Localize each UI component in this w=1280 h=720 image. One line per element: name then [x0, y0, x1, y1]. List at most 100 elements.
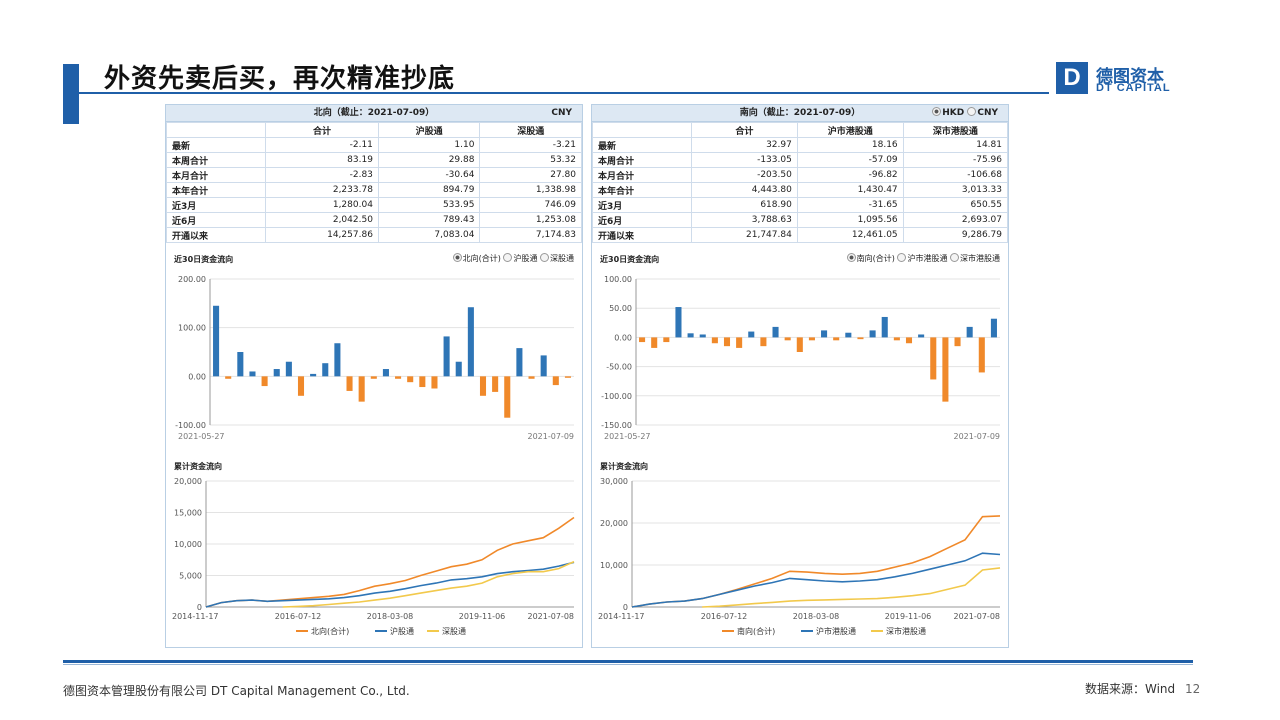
cell: 18.16	[796, 137, 904, 153]
bar	[869, 330, 876, 338]
radio-icon[interactable]	[897, 253, 907, 262]
series-line	[282, 560, 575, 608]
footer-source: 数据来源：Wind 12	[1085, 680, 1200, 697]
row-label: 近6月	[166, 212, 266, 228]
bar	[419, 376, 426, 388]
bar	[285, 361, 292, 377]
cell: 7,083.04	[377, 227, 481, 243]
stats-table: 合计 沪市港股通 深市港股通 最新 32.97 18.16 14.81 本周合计 -13…	[592, 122, 1009, 243]
row-label: 最新	[166, 137, 266, 153]
cell: -75.96	[902, 152, 1009, 168]
radio-icon[interactable]	[950, 253, 959, 262]
column-header: 沪市港股通	[796, 122, 904, 138]
column-header	[166, 122, 266, 138]
bar	[699, 334, 706, 338]
bar	[978, 337, 985, 373]
cell: 2,693.07	[902, 212, 1009, 228]
cum-chart-label: 累计资金流向	[600, 462, 648, 471]
table-header-row: 合计 沪市港股通 深市港股通	[592, 122, 1009, 138]
currency-label: CNY	[551, 108, 572, 118]
radio-icon[interactable]	[932, 107, 942, 116]
series-radio-group[interactable]: 南向(合计) 沪市港股通 深市港股通	[846, 253, 1000, 264]
row-label: 本月合计	[592, 167, 692, 183]
column-header: 深市港股通	[902, 122, 1009, 138]
footer-divider	[63, 660, 1193, 663]
x-tick-label: 2021-05-27	[604, 432, 651, 441]
cell: 27.80	[479, 167, 582, 183]
column-header: 深股通	[479, 122, 582, 138]
cell: 1,095.56	[796, 212, 904, 228]
bar	[249, 371, 256, 377]
bar	[990, 318, 997, 338]
cell: -2.83	[265, 167, 379, 183]
bar	[455, 361, 462, 377]
currency-option[interactable]: HKD	[942, 108, 965, 118]
radio-icon[interactable]	[452, 253, 462, 262]
x-tick-label: 2021-07-08	[528, 612, 575, 621]
bar	[443, 336, 450, 377]
panel-title: 北向（截止：2021-07-09）	[313, 108, 435, 118]
table-row: 近6月 2,042.50 789.43 1,253.08	[166, 212, 582, 228]
y-tick-label: 100.00	[604, 275, 632, 284]
bar	[760, 337, 767, 347]
currency-toggle[interactable]: HKD CNY	[932, 105, 998, 121]
stats-table: 合计 沪股通 深股通 最新 -2.11 1.10 -3.21 本周合计 83.19 29.…	[166, 122, 582, 243]
cell: 650.55	[902, 197, 1009, 213]
radio-icon[interactable]	[540, 253, 549, 262]
title-divider	[79, 92, 1049, 94]
bar	[334, 343, 341, 377]
radio-label[interactable]: 沪市港股通	[907, 254, 948, 263]
series-radio-group[interactable]: 北向(合计) 沪股通 深股通	[452, 253, 574, 264]
bar	[833, 337, 840, 341]
cell: -96.82	[796, 167, 904, 183]
x-tick-label: 2018-03-08	[367, 612, 414, 621]
y-tick-label: 0	[197, 603, 202, 612]
logo-cn-text: 德图资本	[1096, 67, 1164, 87]
cell: -2.11	[265, 137, 379, 153]
bar	[918, 334, 925, 338]
y-tick-label: 0.00	[188, 372, 206, 381]
cell: -57.09	[796, 152, 904, 168]
bar	[273, 369, 280, 377]
cell: 12,461.05	[796, 227, 904, 243]
column-header: 合计	[691, 122, 798, 138]
radio-icon[interactable]	[503, 253, 513, 262]
legend-label: 北向(合计)	[311, 626, 349, 636]
table-header-row: 合计 沪股通 深股通	[166, 122, 582, 138]
radio-label[interactable]: 南向(合计)	[856, 254, 895, 263]
row-label: 开通以来	[592, 227, 692, 243]
bar	[796, 337, 803, 352]
y-tick-label: 0.00	[614, 333, 632, 342]
bar	[954, 337, 961, 347]
cell: 14.81	[902, 137, 1009, 153]
cell: 1.10	[377, 137, 481, 153]
radio-icon[interactable]	[846, 253, 856, 262]
bar	[893, 337, 900, 341]
table-row: 近3月 618.90 -31.65 650.55	[592, 197, 1009, 213]
bar	[261, 376, 268, 387]
table-row: 本年合计 2,233.78 894.79 1,338.98	[166, 182, 582, 198]
cell: -31.65	[796, 197, 904, 213]
series-line	[205, 516, 575, 608]
y-tick-label: -50.00	[606, 363, 632, 372]
radio-label[interactable]: 沪股通	[513, 254, 538, 263]
radio-icon[interactable]	[967, 107, 977, 116]
currency-option[interactable]: CNY	[977, 108, 998, 118]
bar	[639, 337, 646, 343]
y-tick-label: 15,000	[174, 509, 202, 518]
bar	[687, 333, 694, 338]
radio-label[interactable]: 深市港股通	[960, 254, 1000, 263]
radio-label[interactable]: 深股通	[550, 254, 574, 263]
column-header: 沪股通	[377, 122, 481, 138]
row-label: 最新	[592, 137, 692, 153]
bar	[213, 305, 220, 377]
flow-chart-label: 近30日资金流向	[600, 255, 660, 264]
y-tick-label: 30,000	[600, 477, 628, 486]
cell: 1,430.47	[796, 182, 904, 198]
row-label: 本周合计	[592, 152, 692, 168]
column-header	[592, 122, 692, 138]
radio-label[interactable]: 北向(合计)	[462, 254, 501, 263]
row-label: 近6月	[592, 212, 692, 228]
cell: 83.19	[265, 152, 379, 168]
bar	[748, 331, 755, 338]
